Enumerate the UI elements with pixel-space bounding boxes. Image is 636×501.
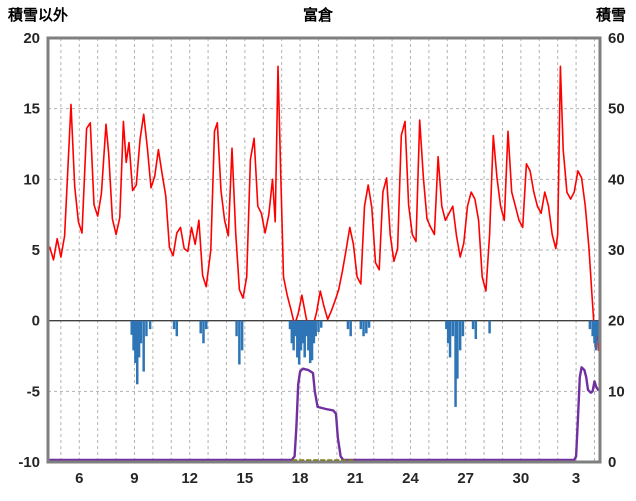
blue-bar <box>359 320 363 330</box>
y-tick-label-right: 60 <box>608 30 625 47</box>
blue-bar <box>288 320 292 330</box>
blue-bar <box>474 320 478 340</box>
blue-bar <box>312 320 316 344</box>
x-tick-label: 15 <box>237 470 254 487</box>
y-tick-label-left: -5 <box>27 383 40 400</box>
blue-bar <box>451 320 455 337</box>
blue-bar <box>593 320 596 344</box>
y-tick-label-right: 30 <box>608 242 625 259</box>
blue-bar <box>290 320 294 344</box>
blue-bar <box>292 320 295 351</box>
blue-bar <box>448 320 452 358</box>
plot-frame <box>46 36 602 464</box>
blue-bar <box>365 320 368 334</box>
blue-bar <box>307 320 310 351</box>
blue-bar <box>454 320 457 407</box>
blue-bar <box>446 320 450 344</box>
blue-bar <box>297 320 301 365</box>
blue-bar <box>461 320 465 337</box>
x-tick-label: 12 <box>181 470 198 487</box>
blue-bar <box>596 320 599 337</box>
blue-bar <box>308 320 312 364</box>
y-tick-label-right: 0 <box>608 454 616 471</box>
purple-line-path <box>48 366 602 462</box>
x-tick-label: 27 <box>457 470 474 487</box>
blue-bar <box>238 320 241 365</box>
blue-bar <box>346 320 350 330</box>
blue-bar <box>367 320 371 328</box>
y-tick-label-right: 10 <box>608 383 625 400</box>
blue-bar <box>172 320 176 330</box>
blue-bar <box>303 320 306 358</box>
blue-bar <box>175 320 179 337</box>
blue-bar <box>204 320 208 330</box>
blue-bar <box>319 320 323 328</box>
x-tick-label: 30 <box>513 470 530 487</box>
y-tick-label-right: 40 <box>608 171 625 188</box>
blue-bar <box>445 320 448 330</box>
blue-bar <box>199 320 202 334</box>
blue-bar <box>294 320 297 337</box>
blue-bar <box>471 320 475 330</box>
blue-bar <box>137 320 141 358</box>
blue-bar <box>458 320 462 351</box>
blue-bar <box>296 320 299 358</box>
blue-bar <box>310 320 314 361</box>
blue-bar <box>202 320 205 344</box>
blue-bar <box>591 320 594 337</box>
red-line-path <box>48 65 601 352</box>
y-tick-label-left: -10 <box>18 454 40 471</box>
blue-bar <box>135 320 139 385</box>
y-tick-label-left: 15 <box>23 101 40 118</box>
blue-bar <box>148 320 152 330</box>
blue-bar <box>349 320 352 337</box>
y-tick-label-right: 20 <box>608 313 625 330</box>
y-tick-label-left: 20 <box>23 30 40 47</box>
blue-bar <box>314 320 317 337</box>
blue-bar <box>588 320 592 330</box>
blue-bar <box>305 320 308 337</box>
y-tick-label-left: 5 <box>32 242 40 259</box>
x-tick-label: 9 <box>130 470 138 487</box>
y-tick-label-right: 50 <box>608 101 625 118</box>
blue-bar <box>139 320 143 344</box>
right-axis-title: 積雪 <box>595 7 626 24</box>
blue-bar <box>456 320 459 379</box>
blue-bar <box>317 320 320 332</box>
x-tick-label: 6 <box>75 470 83 487</box>
blue-bar <box>142 320 145 372</box>
x-tick-label: 21 <box>347 470 364 487</box>
chart-title: 富倉 <box>302 7 333 24</box>
blue-bar <box>132 320 135 351</box>
blue-bar <box>240 320 244 351</box>
blue-bar <box>594 320 598 351</box>
left-axis-title: 積雪以外 <box>8 7 69 24</box>
blue-bar <box>299 320 303 351</box>
blue-bar <box>130 320 133 335</box>
x-tick-label: 18 <box>292 470 309 487</box>
x-tick-label: 3 <box>572 470 580 487</box>
blue-bar <box>235 320 238 337</box>
blue-bar <box>301 320 305 344</box>
y-tick-label-left: 0 <box>32 313 40 330</box>
blue-bar <box>134 320 137 364</box>
y-tick-label-left: 10 <box>23 171 40 188</box>
x-tick-label: 24 <box>402 470 419 487</box>
blue-bar <box>488 320 491 334</box>
blue-bar <box>145 320 148 337</box>
blue-bar <box>362 320 365 337</box>
